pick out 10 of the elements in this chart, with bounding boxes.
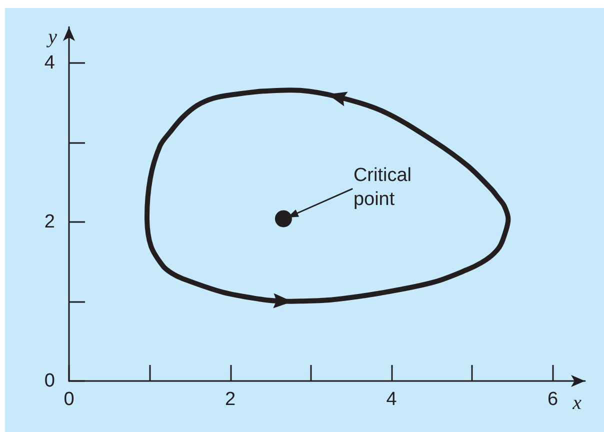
annotation: Critical point: [353, 164, 413, 212]
x-tick-label: 4: [386, 389, 398, 410]
x-axis-title: x: [572, 392, 582, 414]
y-tick-label: 4: [44, 52, 56, 74]
x-tick-label: 0: [64, 389, 74, 410]
x-tick-label: 6: [547, 389, 558, 410]
y-tick-label: 2: [44, 211, 55, 232]
y-tick-label: 0: [44, 370, 55, 392]
y-axis-title: y: [46, 26, 58, 48]
x-tick-label: 2: [224, 389, 236, 410]
